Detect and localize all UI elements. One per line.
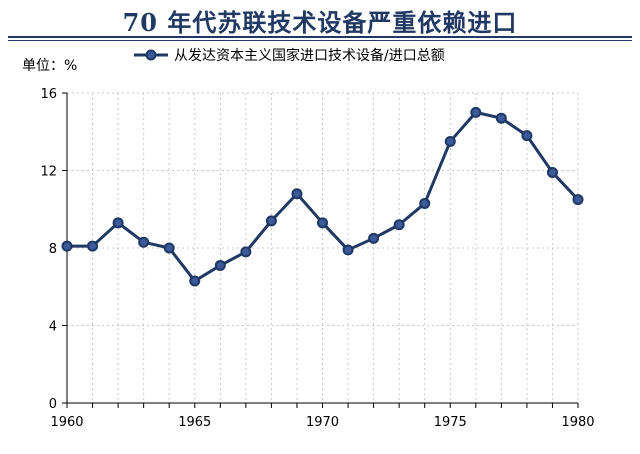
legend-label: 从发达资本主义国家进口技术设备/进口总额	[174, 47, 445, 64]
data-point	[521, 130, 533, 142]
data-point	[393, 219, 405, 231]
x-tick-label: 1965	[178, 415, 211, 430]
gridlines	[67, 92, 579, 403]
data-point	[61, 240, 73, 252]
data-point	[163, 242, 175, 254]
data-point	[495, 112, 507, 124]
data-point	[317, 217, 328, 229]
data-point	[342, 244, 354, 256]
data-point	[265, 215, 277, 227]
data-point	[240, 246, 252, 258]
series-line	[61, 106, 584, 287]
data-point	[572, 194, 584, 206]
data-point	[87, 240, 99, 252]
y-tick-label: 12	[40, 165, 57, 180]
data-point	[546, 166, 558, 178]
data-point	[419, 197, 431, 209]
data-point	[444, 135, 456, 147]
legend-marker-swatch	[145, 49, 157, 61]
chart-title: 70 年代苏联技术设备严重依赖进口	[122, 8, 518, 37]
data-point	[214, 259, 226, 271]
data-point	[112, 217, 124, 229]
y-tick-label: 4	[49, 320, 57, 335]
axes	[62, 92, 579, 408]
title-underline	[8, 36, 632, 38]
data-point	[291, 188, 303, 200]
x-tick-label: 1970	[306, 415, 339, 430]
x-tick-label: 1975	[434, 415, 467, 430]
x-tick-label: 1980	[561, 415, 594, 430]
y-tick-label: 8	[49, 242, 57, 257]
data-point	[138, 236, 150, 248]
data-point	[189, 275, 201, 287]
data-point	[368, 232, 380, 244]
legend: 从发达资本主义国家进口技术设备/进口总额	[134, 47, 445, 64]
y-tick-label: 0	[49, 397, 57, 412]
tick-labels: 0 4 8 12 16 1960 1965 1970 1975 1980	[40, 87, 594, 430]
series-line-path	[67, 110, 580, 283]
title-underline-thin	[8, 40, 632, 41]
data-point	[470, 106, 482, 118]
unit-label: 单位：%	[22, 58, 77, 74]
x-tick-label: 1960	[50, 415, 83, 430]
y-tick-label: 16	[40, 87, 57, 102]
